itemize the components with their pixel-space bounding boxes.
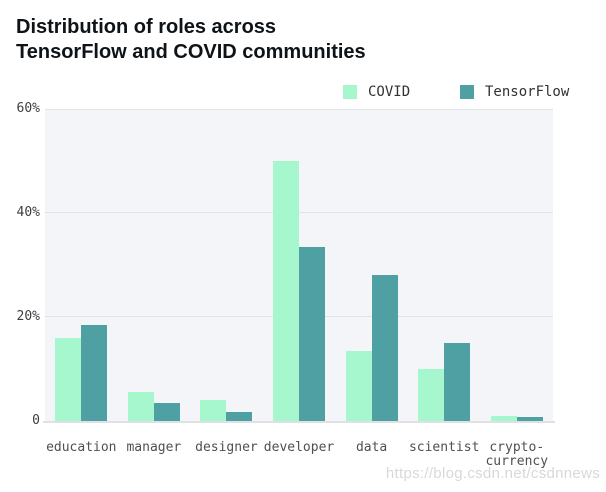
y-tick-40: 40% bbox=[16, 205, 40, 220]
x-tick-data: data bbox=[355, 440, 388, 455]
chart-title: Distribution of roles across TensorFlow … bbox=[16, 15, 366, 65]
legend-item-covid: COVID bbox=[343, 84, 410, 100]
x-axis-labels: education manager designer developer data sci… bbox=[45, 441, 553, 469]
bar-covid-designer bbox=[200, 400, 227, 421]
covid-swatch-icon bbox=[343, 85, 357, 99]
gridline-60 bbox=[45, 109, 553, 110]
x-tick-manager: manager bbox=[126, 440, 182, 455]
watermark: https://blog.csdn.net/csdnnews bbox=[385, 465, 600, 482]
tensorflow-swatch-icon bbox=[460, 85, 474, 99]
x-tick-designer: designer bbox=[195, 440, 258, 455]
bar-tensorflow-data bbox=[371, 275, 398, 421]
bar-tensorflow-manager bbox=[153, 402, 180, 421]
x-tick-scientist: scientist bbox=[408, 440, 480, 455]
bar-covid-scientist bbox=[418, 369, 445, 421]
bar-tensorflow-crypto-currency bbox=[516, 417, 543, 421]
bar-group-crypto-currency bbox=[480, 109, 553, 421]
bar-group-designer bbox=[190, 109, 263, 421]
y-tick-60: 60% bbox=[16, 101, 40, 116]
bar-covid-data bbox=[345, 350, 372, 421]
x-tick-crypto-currency: crypto- currency bbox=[485, 440, 549, 469]
x-tick-education: education bbox=[46, 440, 117, 455]
x-axis-line bbox=[43, 421, 555, 423]
bar-covid-education bbox=[55, 337, 82, 421]
bar-tensorflow-education bbox=[81, 324, 108, 421]
y-tick-20: 20% bbox=[16, 309, 40, 324]
plot-area bbox=[45, 109, 553, 421]
bar-group-data bbox=[335, 109, 408, 421]
chart-title-line1: Distribution of roles across bbox=[16, 16, 277, 38]
bar-tensorflow-developer bbox=[299, 246, 326, 421]
bar-covid-manager bbox=[127, 392, 154, 421]
bar-group-manager bbox=[118, 109, 191, 421]
legend-item-tensorflow: TensorFlow bbox=[460, 84, 569, 100]
legend-label-covid: COVID bbox=[368, 84, 411, 100]
y-tick-0: 0 bbox=[32, 413, 40, 428]
chart-title-line2: TensorFlow and COVID communities bbox=[16, 41, 366, 63]
bar-group-developer bbox=[263, 109, 336, 421]
bar-covid-developer bbox=[273, 161, 300, 421]
legend-label-tensorflow: TensorFlow bbox=[485, 84, 570, 100]
bar-covid-crypto-currency bbox=[490, 415, 517, 421]
bar-group-scientist bbox=[408, 109, 481, 421]
x-tick-developer: developer bbox=[263, 440, 335, 455]
bar-groups bbox=[45, 109, 553, 421]
bar-group-education bbox=[45, 109, 118, 421]
bar-tensorflow-scientist bbox=[444, 343, 471, 421]
bar-tensorflow-designer bbox=[226, 412, 253, 421]
